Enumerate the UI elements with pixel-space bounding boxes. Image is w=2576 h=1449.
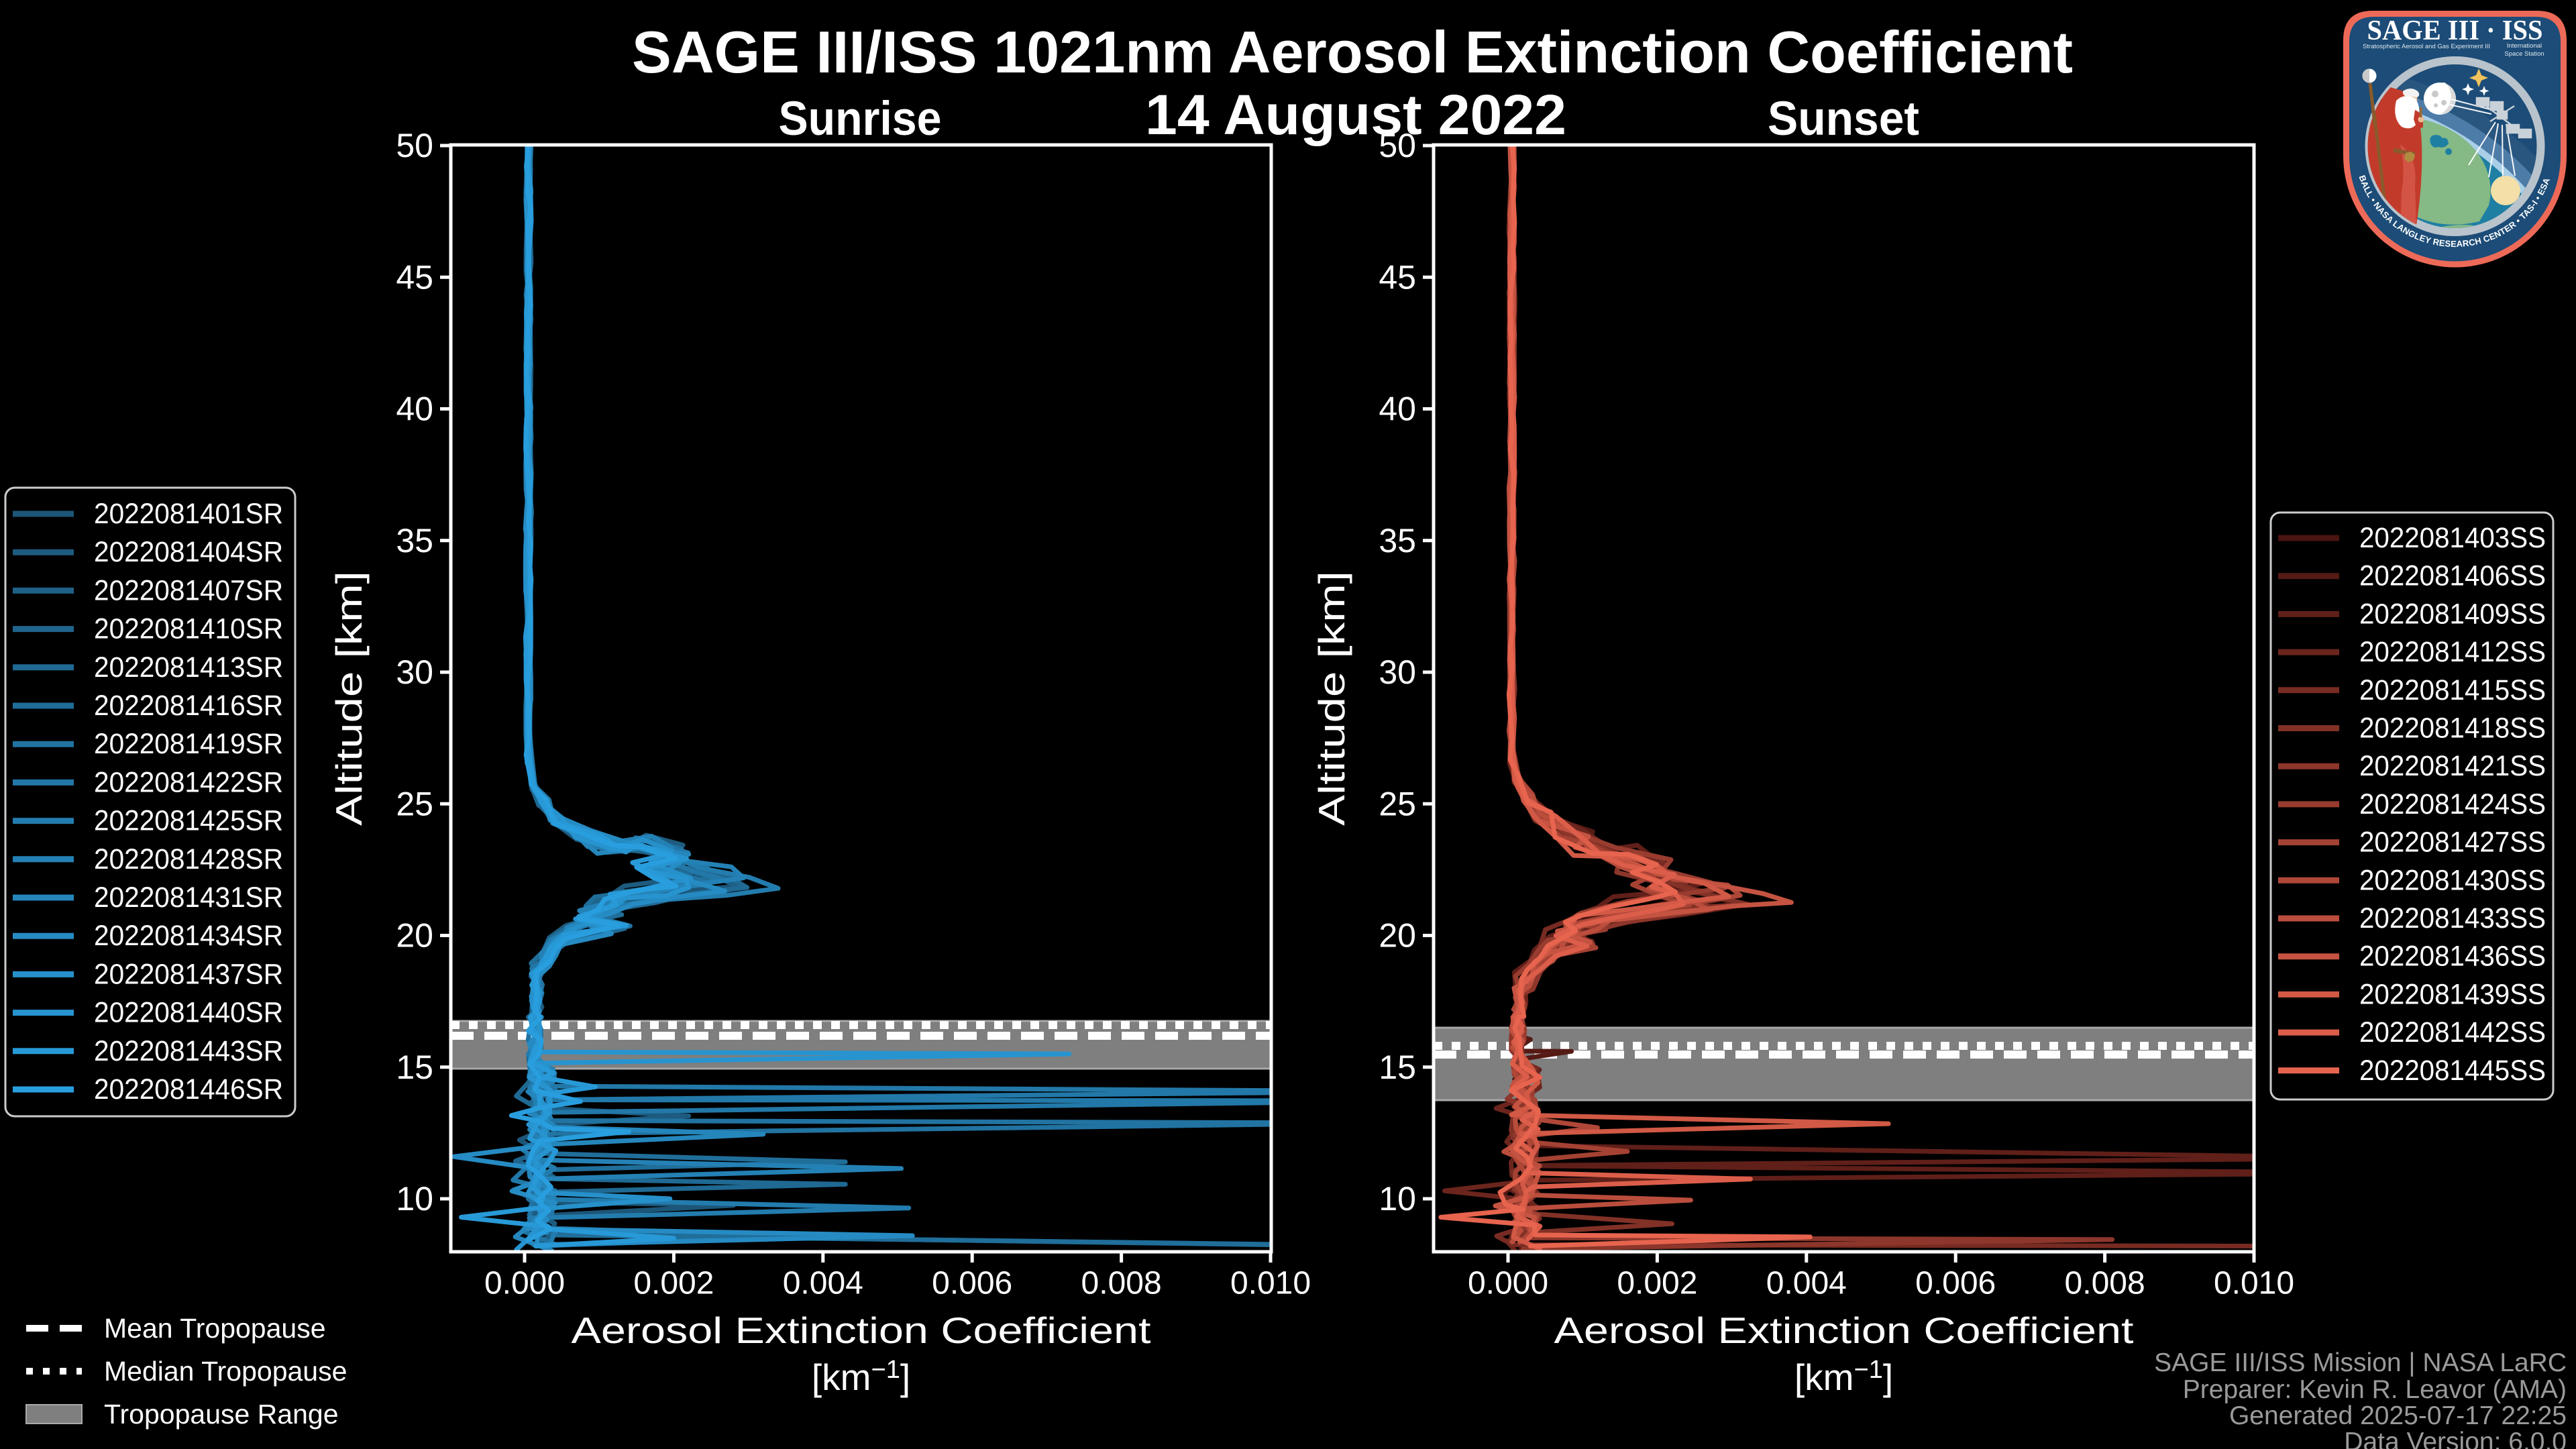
svg-text:10: 10 <box>396 1180 433 1218</box>
svg-text:35: 35 <box>396 522 433 559</box>
svg-text:45: 45 <box>396 258 433 296</box>
svg-text:2022081407SR: 2022081407SR <box>94 574 283 606</box>
svg-text:2022081409SS: 2022081409SS <box>2359 598 2546 630</box>
svg-text:Generated 2025-07-17 22:25: Generated 2025-07-17 22:25 <box>2229 1401 2567 1430</box>
svg-text:2022081410SR: 2022081410SR <box>94 613 283 645</box>
svg-text:30: 30 <box>1379 653 1416 691</box>
svg-text:50: 50 <box>1379 127 1416 164</box>
svg-text:2022081442SS: 2022081442SS <box>2359 1016 2546 1049</box>
svg-text:20: 20 <box>396 917 433 955</box>
svg-text:Preparer: Kevin R. Leavor (AMA: Preparer: Kevin R. Leavor (AMA) <box>2183 1375 2567 1404</box>
svg-text:Sunset: Sunset <box>1768 93 1919 146</box>
svg-text:Tropopause Range: Tropopause Range <box>104 1399 339 1430</box>
svg-text:2022081434SR: 2022081434SR <box>94 920 283 952</box>
svg-text:2022081445SS: 2022081445SS <box>2359 1055 2546 1087</box>
svg-text:2022081422SR: 2022081422SR <box>94 766 283 798</box>
svg-text:International: International <box>2507 42 2542 50</box>
svg-text:2022081446SR: 2022081446SR <box>94 1073 283 1106</box>
svg-text:Sunrise: Sunrise <box>779 93 942 146</box>
svg-text:Aerosol Extinction Coefficient: Aerosol Extinction Coefficient <box>1554 1309 2134 1351</box>
svg-text:0.002: 0.002 <box>633 1266 714 1301</box>
svg-text:Data Version: 6.0.0: Data Version: 6.0.0 <box>2344 1428 2567 1449</box>
svg-text:45: 45 <box>1379 258 1416 296</box>
svg-text:0.002: 0.002 <box>1617 1266 1697 1301</box>
svg-text:2022081437SR: 2022081437SR <box>94 958 283 990</box>
svg-text:2022081439SS: 2022081439SS <box>2359 978 2546 1010</box>
svg-text:25: 25 <box>1379 785 1416 822</box>
svg-text:2022081425SR: 2022081425SR <box>94 805 283 837</box>
svg-text:35: 35 <box>1379 522 1416 559</box>
svg-text:0.010: 0.010 <box>2214 1266 2294 1301</box>
svg-text:40: 40 <box>1379 390 1416 428</box>
svg-text:2022081428SR: 2022081428SR <box>94 843 283 875</box>
svg-text:2022081401SR: 2022081401SR <box>94 498 283 530</box>
svg-text:Median Tropopause: Median Tropopause <box>104 1356 347 1387</box>
svg-text:2022081433SS: 2022081433SS <box>2359 902 2546 934</box>
svg-text:Altitude [km]: Altitude [km] <box>328 571 370 826</box>
svg-text:2022081419SR: 2022081419SR <box>94 728 283 760</box>
svg-text:2022081406SS: 2022081406SS <box>2359 560 2546 592</box>
svg-text:0.006: 0.006 <box>1915 1266 1996 1301</box>
svg-text:2022081443SR: 2022081443SR <box>94 1035 283 1067</box>
svg-text:2022081415SS: 2022081415SS <box>2359 674 2546 706</box>
svg-text:0.008: 0.008 <box>1081 1266 1162 1301</box>
svg-text:2022081431SR: 2022081431SR <box>94 881 283 914</box>
svg-text:2022081413SR: 2022081413SR <box>94 651 283 684</box>
svg-text:25: 25 <box>396 785 433 822</box>
svg-text:0.004: 0.004 <box>783 1266 863 1301</box>
svg-text:0.008: 0.008 <box>2065 1266 2145 1301</box>
svg-text:Stratospheric Aerosol and Gas: Stratospheric Aerosol and Gas Experiment… <box>2363 43 2490 50</box>
svg-text:Space Station: Space Station <box>2504 50 2544 58</box>
svg-text:2022081440SR: 2022081440SR <box>94 997 283 1029</box>
svg-text:2022081430SS: 2022081430SS <box>2359 864 2546 896</box>
svg-text:2022081427SS: 2022081427SS <box>2359 826 2546 859</box>
svg-text:[km−1]: [km−1] <box>812 1356 910 1398</box>
svg-text:15: 15 <box>396 1049 433 1086</box>
svg-text:0.004: 0.004 <box>1766 1266 1847 1301</box>
svg-text:SAGE III/ISS 1021nm Aerosol Ex: SAGE III/ISS 1021nm Aerosol Extinction C… <box>632 19 2073 85</box>
svg-text:20: 20 <box>1379 917 1416 955</box>
svg-text:14 August 2022: 14 August 2022 <box>1145 83 1566 146</box>
svg-text:2022081403SS: 2022081403SS <box>2359 522 2546 554</box>
svg-text:0.006: 0.006 <box>932 1266 1012 1301</box>
svg-text:0.000: 0.000 <box>484 1266 565 1301</box>
svg-text:Altitude [km]: Altitude [km] <box>1311 571 1352 826</box>
svg-text:2022081412SS: 2022081412SS <box>2359 636 2546 668</box>
svg-text:2022081436SS: 2022081436SS <box>2359 941 2546 973</box>
svg-text:Mean Tropopause: Mean Tropopause <box>104 1313 326 1344</box>
svg-text:2022081404SR: 2022081404SR <box>94 536 283 568</box>
svg-text:SAGE III · ISS: SAGE III · ISS <box>2367 15 2543 46</box>
svg-text:30: 30 <box>396 653 433 691</box>
svg-text:Aerosol Extinction Coefficient: Aerosol Extinction Coefficient <box>572 1309 1151 1351</box>
svg-text:15: 15 <box>1379 1049 1416 1086</box>
svg-text:2022081424SS: 2022081424SS <box>2359 788 2546 820</box>
svg-text:2022081421SS: 2022081421SS <box>2359 750 2546 782</box>
svg-text:50: 50 <box>396 127 433 164</box>
svg-text:SAGE III/ISS Mission | NASA La: SAGE III/ISS Mission | NASA LaRC <box>2154 1348 2567 1377</box>
svg-text:40: 40 <box>396 390 433 428</box>
svg-text:2022081418SS: 2022081418SS <box>2359 712 2546 745</box>
svg-text:0.010: 0.010 <box>1230 1266 1311 1301</box>
svg-text:2022081416SR: 2022081416SR <box>94 690 283 722</box>
svg-text:10: 10 <box>1379 1180 1416 1218</box>
svg-text:0.000: 0.000 <box>1468 1266 1548 1301</box>
